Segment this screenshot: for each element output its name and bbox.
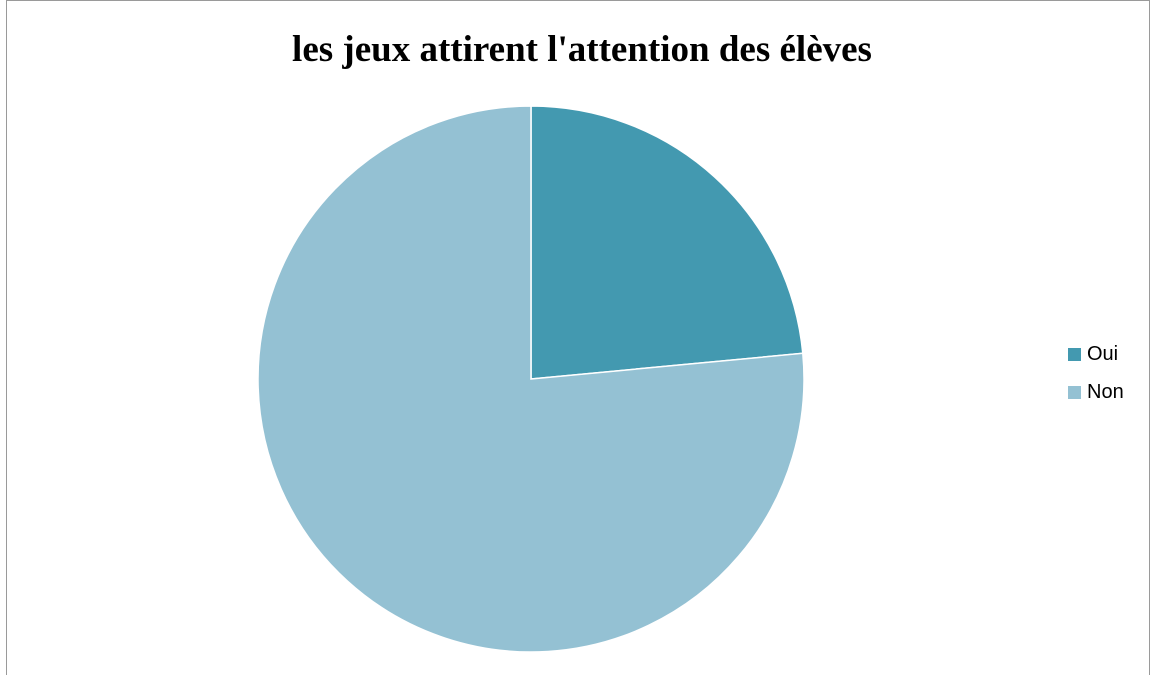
legend-swatch-oui [1068,347,1081,361]
legend-item-oui: Oui [1068,342,1124,366]
legend-label-oui: Oui [1087,342,1119,365]
legend-swatch-non [1068,385,1081,399]
pie-slice-non [257,105,805,653]
legend-label-non: Non [1087,380,1124,403]
pie-slices [257,105,805,653]
legend-item-non: Non [1068,380,1124,404]
legend: Oui Non [1068,342,1124,418]
chart-title: les jeux attirent l'attention des élèves [292,29,872,70]
pie-slice-oui [530,105,804,380]
